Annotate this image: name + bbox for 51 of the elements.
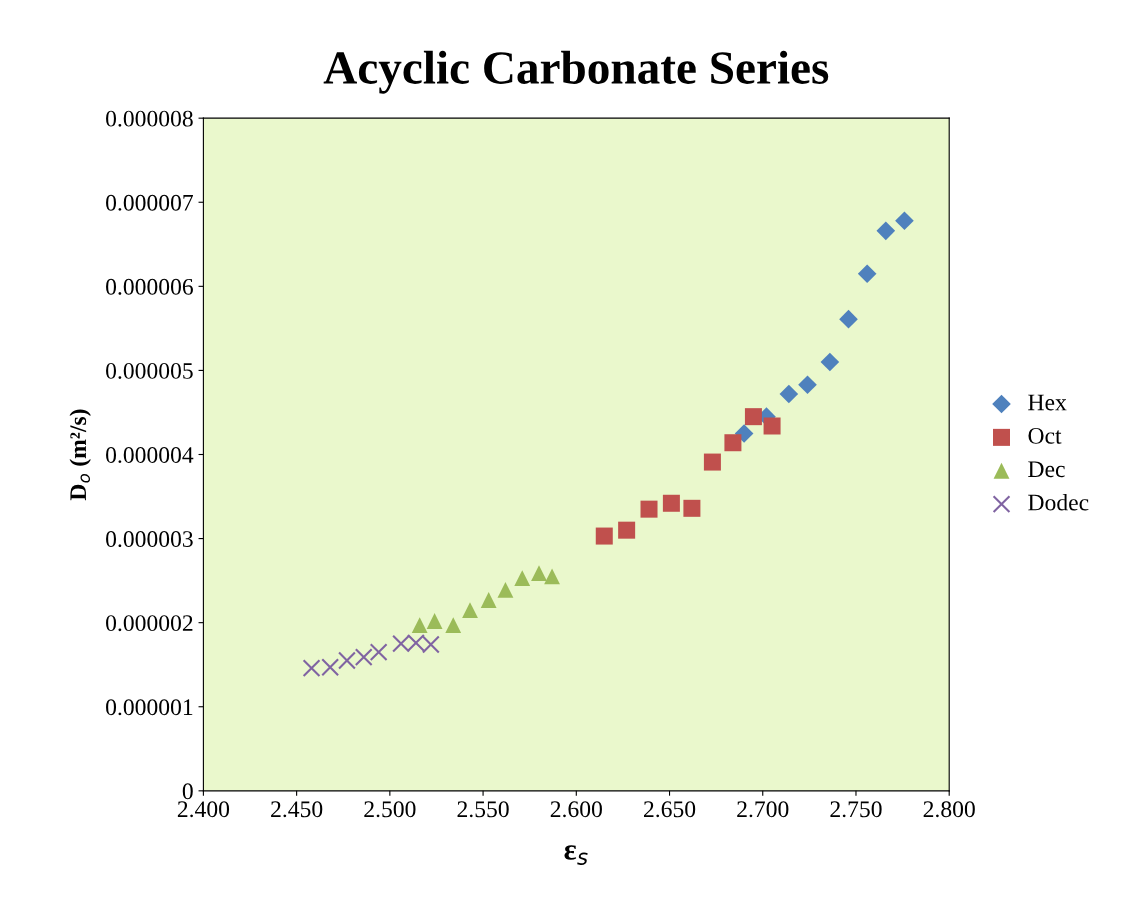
- legend-label: Dodec: [1028, 493, 1089, 511]
- legend-label: Dec: [1028, 461, 1065, 478]
- point: [662, 494, 680, 512]
- y-tick-label: 0.000001: [106, 699, 193, 716]
- point: [531, 565, 547, 581]
- x-axis-title: ε$_{s}$: [564, 845, 588, 865]
- x-tick-label: 2.700: [737, 801, 789, 818]
- point: [744, 408, 762, 426]
- x-tick-label: 2.550: [457, 801, 509, 818]
- point: [876, 221, 896, 241]
- point: [426, 613, 443, 629]
- point: [857, 264, 877, 284]
- point: [411, 617, 428, 634]
- y-tick-label: 0.000002: [106, 615, 193, 632]
- legend-label: Hex: [1028, 394, 1067, 411]
- x-tick-label: 2.800: [923, 801, 975, 818]
- point: [595, 527, 613, 545]
- point: [779, 384, 799, 404]
- y-tick-label: 0.000005: [106, 362, 193, 379]
- chart-title: Acyclic Carbonate Series: [323, 50, 829, 94]
- x-tick-label: 2.600: [550, 801, 602, 818]
- y-tick-label: 0.000006: [106, 278, 193, 295]
- x-tick-label: 2.650: [644, 801, 696, 818]
- point: [514, 570, 531, 587]
- y-tick-label: 0.000008: [106, 110, 193, 127]
- point: [497, 581, 514, 598]
- point: [895, 211, 914, 231]
- x-tick-label: 2.400: [177, 801, 230, 818]
- point: [640, 500, 658, 518]
- point: [445, 617, 462, 634]
- point: [544, 568, 560, 585]
- point: [462, 602, 478, 618]
- point: [763, 417, 781, 435]
- point: [724, 434, 742, 452]
- point: [683, 499, 701, 517]
- legend-label: Oct: [1028, 427, 1062, 444]
- point: [820, 352, 840, 372]
- point: [369, 643, 388, 662]
- point: [798, 375, 817, 395]
- point: [703, 453, 721, 471]
- point: [618, 521, 636, 539]
- y-axis-title: D$_{o}$ (m²/s): [69, 409, 91, 501]
- y-tick-label: 0: [182, 783, 193, 800]
- y-tick-label: 0.000004: [106, 446, 194, 464]
- x-tick-label: 2.500: [364, 801, 416, 818]
- x-tick-label: 2.750: [830, 801, 882, 818]
- y-tick-label: 0.000003: [106, 531, 193, 548]
- y-tick-label: 0.000007: [106, 194, 193, 211]
- x-tick-label: 2.450: [271, 801, 323, 818]
- point: [480, 592, 497, 608]
- point: [839, 309, 858, 329]
